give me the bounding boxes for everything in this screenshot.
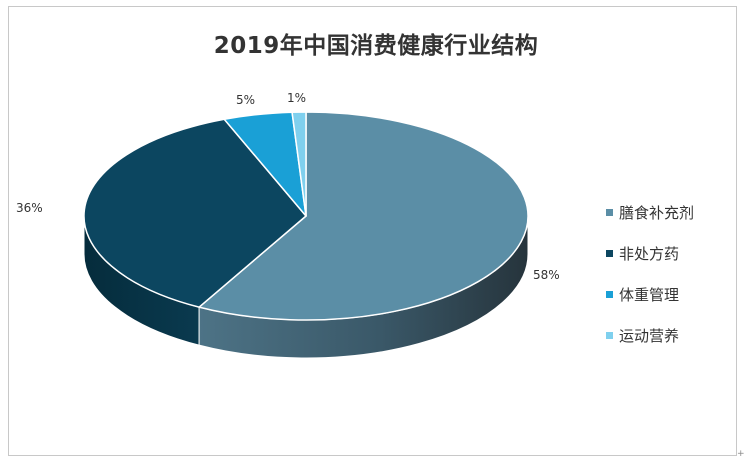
legend-swatch [606, 209, 613, 216]
legend-swatch [606, 291, 613, 298]
legend-item-dietary-supplements: 膳食补充剂 [606, 192, 694, 233]
data-label-1: 1% [287, 91, 307, 105]
legend-item-weight-management: 体重管理 [606, 274, 694, 315]
legend-label: 非处方药 [619, 245, 680, 263]
legend-label: 膳食补充剂 [619, 204, 695, 222]
pie-slice-sports-nutrition [291, 111, 307, 217]
legend-swatch [606, 250, 613, 257]
legend-swatch [606, 332, 613, 339]
legend-label: 体重管理 [619, 286, 680, 304]
pie-tops [83, 111, 529, 321]
legend: 膳食补充剂 非处方药 体重管理 运动营养 [606, 192, 694, 356]
corner-mark: + [737, 449, 745, 459]
legend-label: 运动营养 [619, 327, 680, 345]
legend-item-sports-nutrition: 运动营养 [606, 315, 694, 356]
chart-title: 2019年中国消费健康行业结构 [213, 33, 539, 59]
data-label-5: 5% [236, 93, 256, 107]
pie-slice-otc-drugs [83, 118, 307, 308]
data-label-58: 58% [533, 268, 560, 282]
data-label-36: 36% [16, 201, 43, 215]
legend-item-otc-drugs: 非处方药 [606, 233, 694, 274]
pie-slice-dietary-supplements [198, 111, 529, 321]
